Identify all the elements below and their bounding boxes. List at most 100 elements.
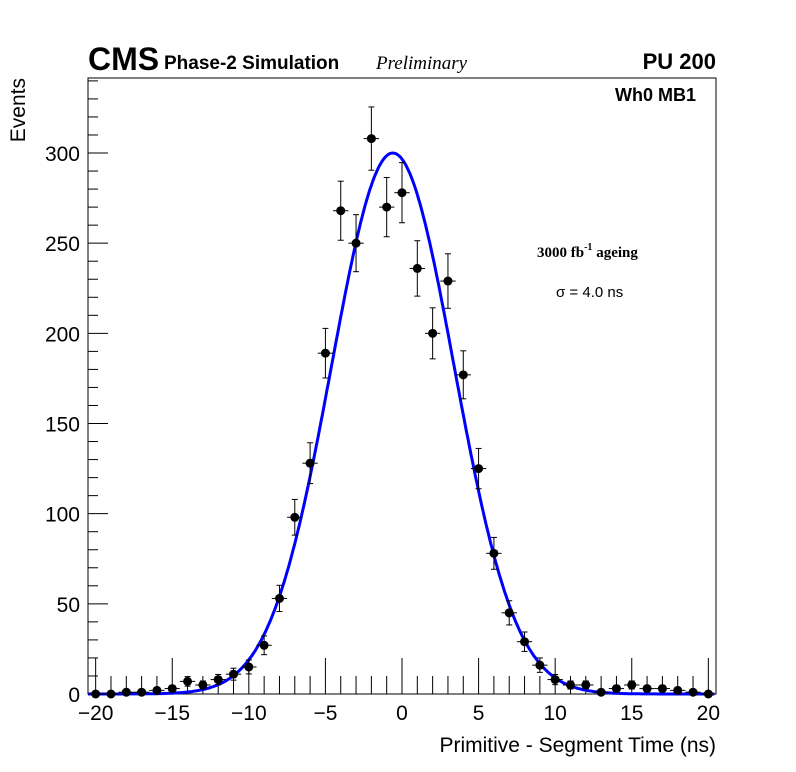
data-point bbox=[685, 687, 701, 697]
data-point bbox=[394, 162, 410, 224]
data-point bbox=[210, 673, 226, 686]
point-marker bbox=[581, 680, 591, 690]
data-point bbox=[624, 680, 640, 690]
x-tick-label: 15 bbox=[620, 702, 643, 725]
y-tick-label: 200 bbox=[45, 323, 80, 346]
point-marker bbox=[596, 687, 606, 697]
data-point bbox=[700, 689, 716, 699]
point-marker bbox=[351, 238, 361, 248]
y-axis-label: Events bbox=[7, 78, 30, 142]
data-point bbox=[455, 350, 471, 400]
region-label: Wh0 MB1 bbox=[615, 85, 696, 105]
data-point bbox=[179, 676, 196, 687]
point-marker bbox=[290, 512, 300, 522]
point-marker bbox=[259, 640, 269, 650]
point-marker bbox=[366, 134, 376, 144]
point-marker bbox=[611, 684, 621, 694]
sigma-label: σ = 4.0 ns bbox=[556, 284, 623, 301]
data-point bbox=[88, 689, 104, 699]
point-marker bbox=[703, 689, 713, 699]
point-marker bbox=[458, 370, 468, 380]
point-marker bbox=[183, 676, 193, 686]
point-marker bbox=[657, 684, 667, 694]
point-marker bbox=[137, 687, 147, 697]
point-marker bbox=[336, 206, 346, 216]
point-marker bbox=[382, 202, 392, 212]
point-marker bbox=[167, 684, 177, 694]
data-point bbox=[547, 673, 563, 686]
x-tick-label: −5 bbox=[313, 702, 337, 725]
fit-curve bbox=[88, 151, 715, 696]
point-marker bbox=[688, 687, 698, 697]
data-point bbox=[379, 176, 395, 238]
point-marker bbox=[550, 675, 560, 685]
data-point bbox=[593, 687, 609, 697]
x-tick-label: 0 bbox=[396, 702, 408, 725]
point-marker bbox=[520, 637, 530, 647]
point-marker bbox=[642, 684, 652, 694]
point-marker bbox=[305, 458, 315, 468]
x-tick-label: −15 bbox=[154, 702, 190, 725]
data-point bbox=[516, 631, 533, 652]
point-marker bbox=[152, 685, 162, 695]
data-point bbox=[654, 684, 671, 694]
data-point bbox=[562, 680, 579, 690]
ageing-label: 3000 fb-1 ageing bbox=[537, 242, 638, 261]
data-point bbox=[578, 680, 594, 690]
data-point bbox=[424, 307, 441, 360]
data-point bbox=[440, 253, 456, 309]
data-point bbox=[317, 327, 334, 379]
point-marker bbox=[504, 608, 514, 618]
y-tick-label: 100 bbox=[45, 504, 80, 527]
x-tick-label: 5 bbox=[473, 702, 485, 725]
point-marker bbox=[443, 276, 453, 286]
data-point bbox=[133, 687, 150, 697]
point-marker bbox=[489, 548, 499, 558]
point-marker bbox=[229, 669, 239, 679]
y-tick-label: 300 bbox=[45, 143, 80, 166]
point-marker bbox=[474, 464, 484, 474]
data-point bbox=[409, 240, 425, 297]
data-point bbox=[363, 106, 380, 171]
data-point bbox=[164, 684, 180, 694]
data-point bbox=[501, 600, 517, 626]
x-tick-label: −20 bbox=[78, 702, 114, 725]
x-tick-label: −10 bbox=[231, 702, 267, 725]
point-marker bbox=[627, 680, 637, 690]
point-marker bbox=[121, 687, 131, 697]
point-marker bbox=[397, 188, 407, 198]
data-point bbox=[103, 689, 119, 699]
data-point bbox=[470, 447, 487, 490]
y-tick-label: 150 bbox=[45, 414, 80, 437]
point-marker bbox=[91, 689, 101, 699]
point-marker bbox=[320, 348, 330, 358]
subtitle: Phase-2 Simulation bbox=[164, 53, 339, 74]
cms-label: CMS bbox=[88, 41, 159, 77]
point-marker bbox=[535, 660, 545, 670]
x-tick-label: 10 bbox=[543, 702, 566, 725]
data-point bbox=[333, 180, 349, 241]
data-point bbox=[670, 685, 686, 695]
data-point bbox=[486, 536, 502, 570]
point-marker bbox=[244, 662, 254, 672]
data-point bbox=[287, 498, 303, 536]
data-point bbox=[302, 442, 318, 485]
point-marker bbox=[673, 685, 683, 695]
data-point bbox=[256, 635, 272, 656]
data-point bbox=[271, 584, 288, 613]
status-label: Preliminary bbox=[375, 53, 468, 74]
point-marker bbox=[213, 675, 223, 685]
y-tick-label: 0 bbox=[68, 684, 80, 707]
data-point bbox=[348, 214, 364, 273]
point-marker bbox=[428, 328, 438, 338]
data-point bbox=[195, 680, 211, 690]
data-point bbox=[532, 657, 548, 673]
point-marker bbox=[565, 680, 575, 690]
data-point bbox=[639, 684, 655, 694]
pileup-label: PU 200 bbox=[643, 49, 716, 74]
data-point bbox=[118, 687, 134, 697]
point-marker bbox=[412, 263, 422, 273]
y-tick-label: 50 bbox=[57, 594, 80, 617]
